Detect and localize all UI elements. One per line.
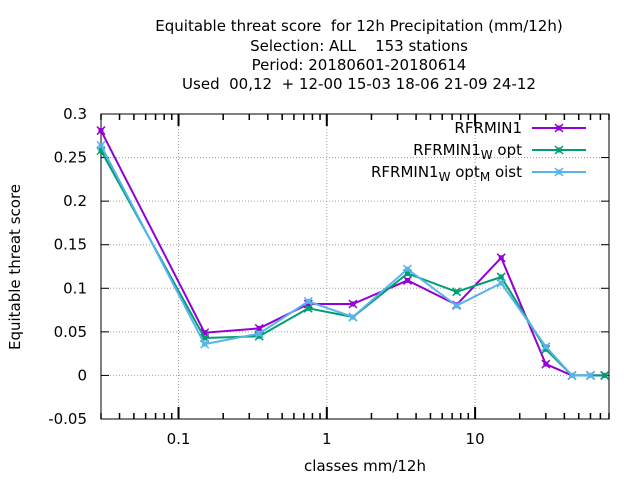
legend-text: oist [490,163,522,181]
data-point [452,301,462,311]
legend-swatch-marker [554,145,564,155]
y-tick-label: 0 [77,366,87,384]
chart-title-line-2: Selection: ALL 153 stations [250,37,468,55]
data-point [496,253,506,263]
legend-text: opt [450,163,479,181]
legend-swatch-marker [554,123,564,133]
legend-label: RFRMIN1W optM oist [371,163,522,184]
x-tick-label: 0.1 [167,430,191,448]
data-point [541,359,551,369]
x-axis-label: classes mm/12h [304,457,426,475]
x-tick-label: 1 [322,430,332,448]
legend-entry-3: RFRMIN1W optM oist [371,163,586,184]
legend-label: RFRMIN1W opt [413,141,522,162]
data-point [402,264,413,274]
data-point [96,140,106,150]
data-point [452,287,462,297]
legend-label: RFRMIN1 [454,119,522,137]
data-point [200,339,210,349]
tick-labels: 0.3 0.25 0.2 0.15 0.1 0.05 0 -0.05 0.1 1 10 [48,105,484,448]
data-point [541,342,551,352]
data-point [303,296,313,306]
chart-title-line-1: Equitable threat score for 12h Precipita… [155,17,563,35]
series-3 [96,140,596,380]
series-line [100,150,605,377]
data-point [567,370,577,380]
y-axis-label: Equitable threat score [6,184,24,350]
y-tick-label: 0.3 [63,105,87,123]
data-point [96,126,106,136]
plot-frame [100,113,610,420]
series-2 [96,146,610,380]
series-line [100,130,605,377]
y-tick-label: 0.2 [63,192,87,210]
data-point [541,344,551,354]
data-point [496,278,506,288]
series-1 [96,126,610,380]
legend-subscript: W [439,170,451,184]
data-point [254,329,264,339]
legend-swatch-marker [554,167,564,177]
legend-text: opt [493,141,522,159]
legend-entry-2: RFRMIN1W opt [413,141,586,162]
data-point [348,299,358,309]
y-tick-label: 0.05 [54,323,87,341]
y-tick-label: -0.05 [48,410,87,428]
data-point [585,370,596,380]
grid-lines [101,114,609,419]
chart-title-line-3: Period: 20180601-20180614 [251,56,467,74]
legend-subscript: M [480,170,490,184]
data-point [402,275,413,285]
x-tick-label: 10 [466,430,485,448]
legend-subscript: W [481,148,493,162]
y-tick-label: 0.15 [54,236,87,254]
legend-text: RFRMIN1 [413,141,481,159]
legend-entry-1: RFRMIN1 [454,119,586,137]
chart-title-line-4: Used 00,12 + 12-00 15-03 18-06 21-09 24-… [182,75,536,93]
data-point [303,303,313,313]
axis-ticks [100,113,610,420]
y-tick-label: 0.1 [63,279,87,297]
data-point [348,312,358,322]
y-tick-label: 0.25 [54,149,87,167]
data-point [600,370,610,380]
legend-text: RFRMIN1 [454,119,522,137]
series-group [96,126,610,380]
legend-text: RFRMIN1 [371,163,439,181]
